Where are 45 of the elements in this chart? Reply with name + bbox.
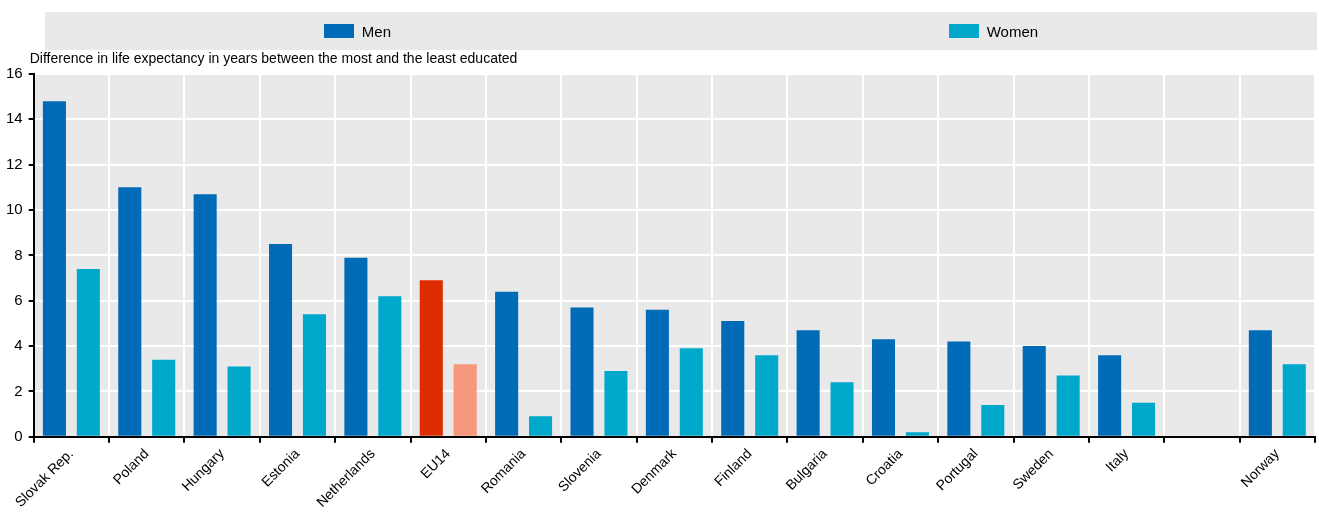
y-tick-label: 12 — [6, 154, 23, 172]
bar — [604, 371, 628, 436]
y-tick-label: 10 — [6, 200, 23, 218]
y-tick-label: 14 — [6, 109, 23, 127]
bar — [1282, 364, 1306, 436]
bar — [1248, 330, 1272, 436]
bar — [1022, 346, 1046, 436]
bar — [302, 314, 326, 436]
y-tick-label: 4 — [14, 336, 23, 354]
x-tick-label: Italy — [1101, 445, 1132, 475]
bar — [42, 101, 66, 436]
y-tick-label: 16 — [6, 64, 23, 82]
bar — [453, 364, 477, 436]
bar — [227, 366, 251, 436]
bar — [1132, 402, 1156, 436]
bar — [645, 309, 669, 436]
y-tick-label: 8 — [14, 245, 23, 263]
bar — [679, 348, 703, 436]
bar — [905, 432, 929, 436]
y-tick-label: 6 — [14, 290, 23, 308]
bar — [1056, 375, 1080, 436]
bar — [981, 405, 1005, 436]
y-tick-label: 0 — [14, 426, 23, 444]
bar — [118, 187, 142, 436]
bar — [268, 244, 293, 436]
bar — [193, 194, 217, 436]
legend-label: Men — [361, 22, 392, 40]
bar — [947, 341, 971, 436]
bar — [419, 280, 443, 436]
bar — [1098, 355, 1122, 436]
bar — [830, 382, 854, 436]
bar — [755, 355, 779, 436]
bar — [796, 330, 820, 436]
legend-label: Women — [986, 22, 1039, 40]
bar — [76, 268, 100, 436]
bar — [495, 291, 519, 436]
bar — [529, 416, 553, 436]
bar — [378, 296, 402, 436]
bar — [152, 359, 176, 436]
bar — [871, 339, 896, 436]
bar — [721, 321, 745, 436]
y-tick-label: 2 — [14, 381, 23, 399]
bar — [344, 257, 368, 436]
bar — [570, 307, 594, 436]
y-axis-title: Difference in life expectancy in years between the most and the least educated — [29, 49, 518, 66]
